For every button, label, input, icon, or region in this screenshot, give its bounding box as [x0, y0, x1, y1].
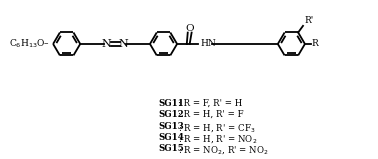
Text: : R = H, R' = F: : R = H, R' = F [178, 110, 244, 119]
Text: R': R' [304, 16, 313, 25]
Text: O: O [185, 24, 194, 33]
Text: SG15: SG15 [159, 144, 184, 153]
Text: SG12: SG12 [159, 110, 184, 119]
Text: : R = H, R' = CF$_3$: : R = H, R' = CF$_3$ [178, 121, 256, 134]
Text: SG14: SG14 [159, 133, 184, 142]
Text: SG11: SG11 [159, 99, 184, 108]
Text: C$_6$H$_{13}$O–: C$_6$H$_{13}$O– [9, 38, 50, 50]
Text: : R = H, R' = NO$_2$: : R = H, R' = NO$_2$ [178, 133, 257, 145]
Text: N: N [102, 39, 112, 49]
Text: R: R [312, 39, 319, 48]
Text: : R = NO$_2$, R' = NO$_2$: : R = NO$_2$, R' = NO$_2$ [178, 144, 269, 156]
Text: SG13: SG13 [159, 121, 184, 131]
Text: HN: HN [200, 39, 216, 48]
Text: : R = F, R' = H: : R = F, R' = H [178, 99, 242, 108]
Text: N: N [119, 39, 129, 49]
